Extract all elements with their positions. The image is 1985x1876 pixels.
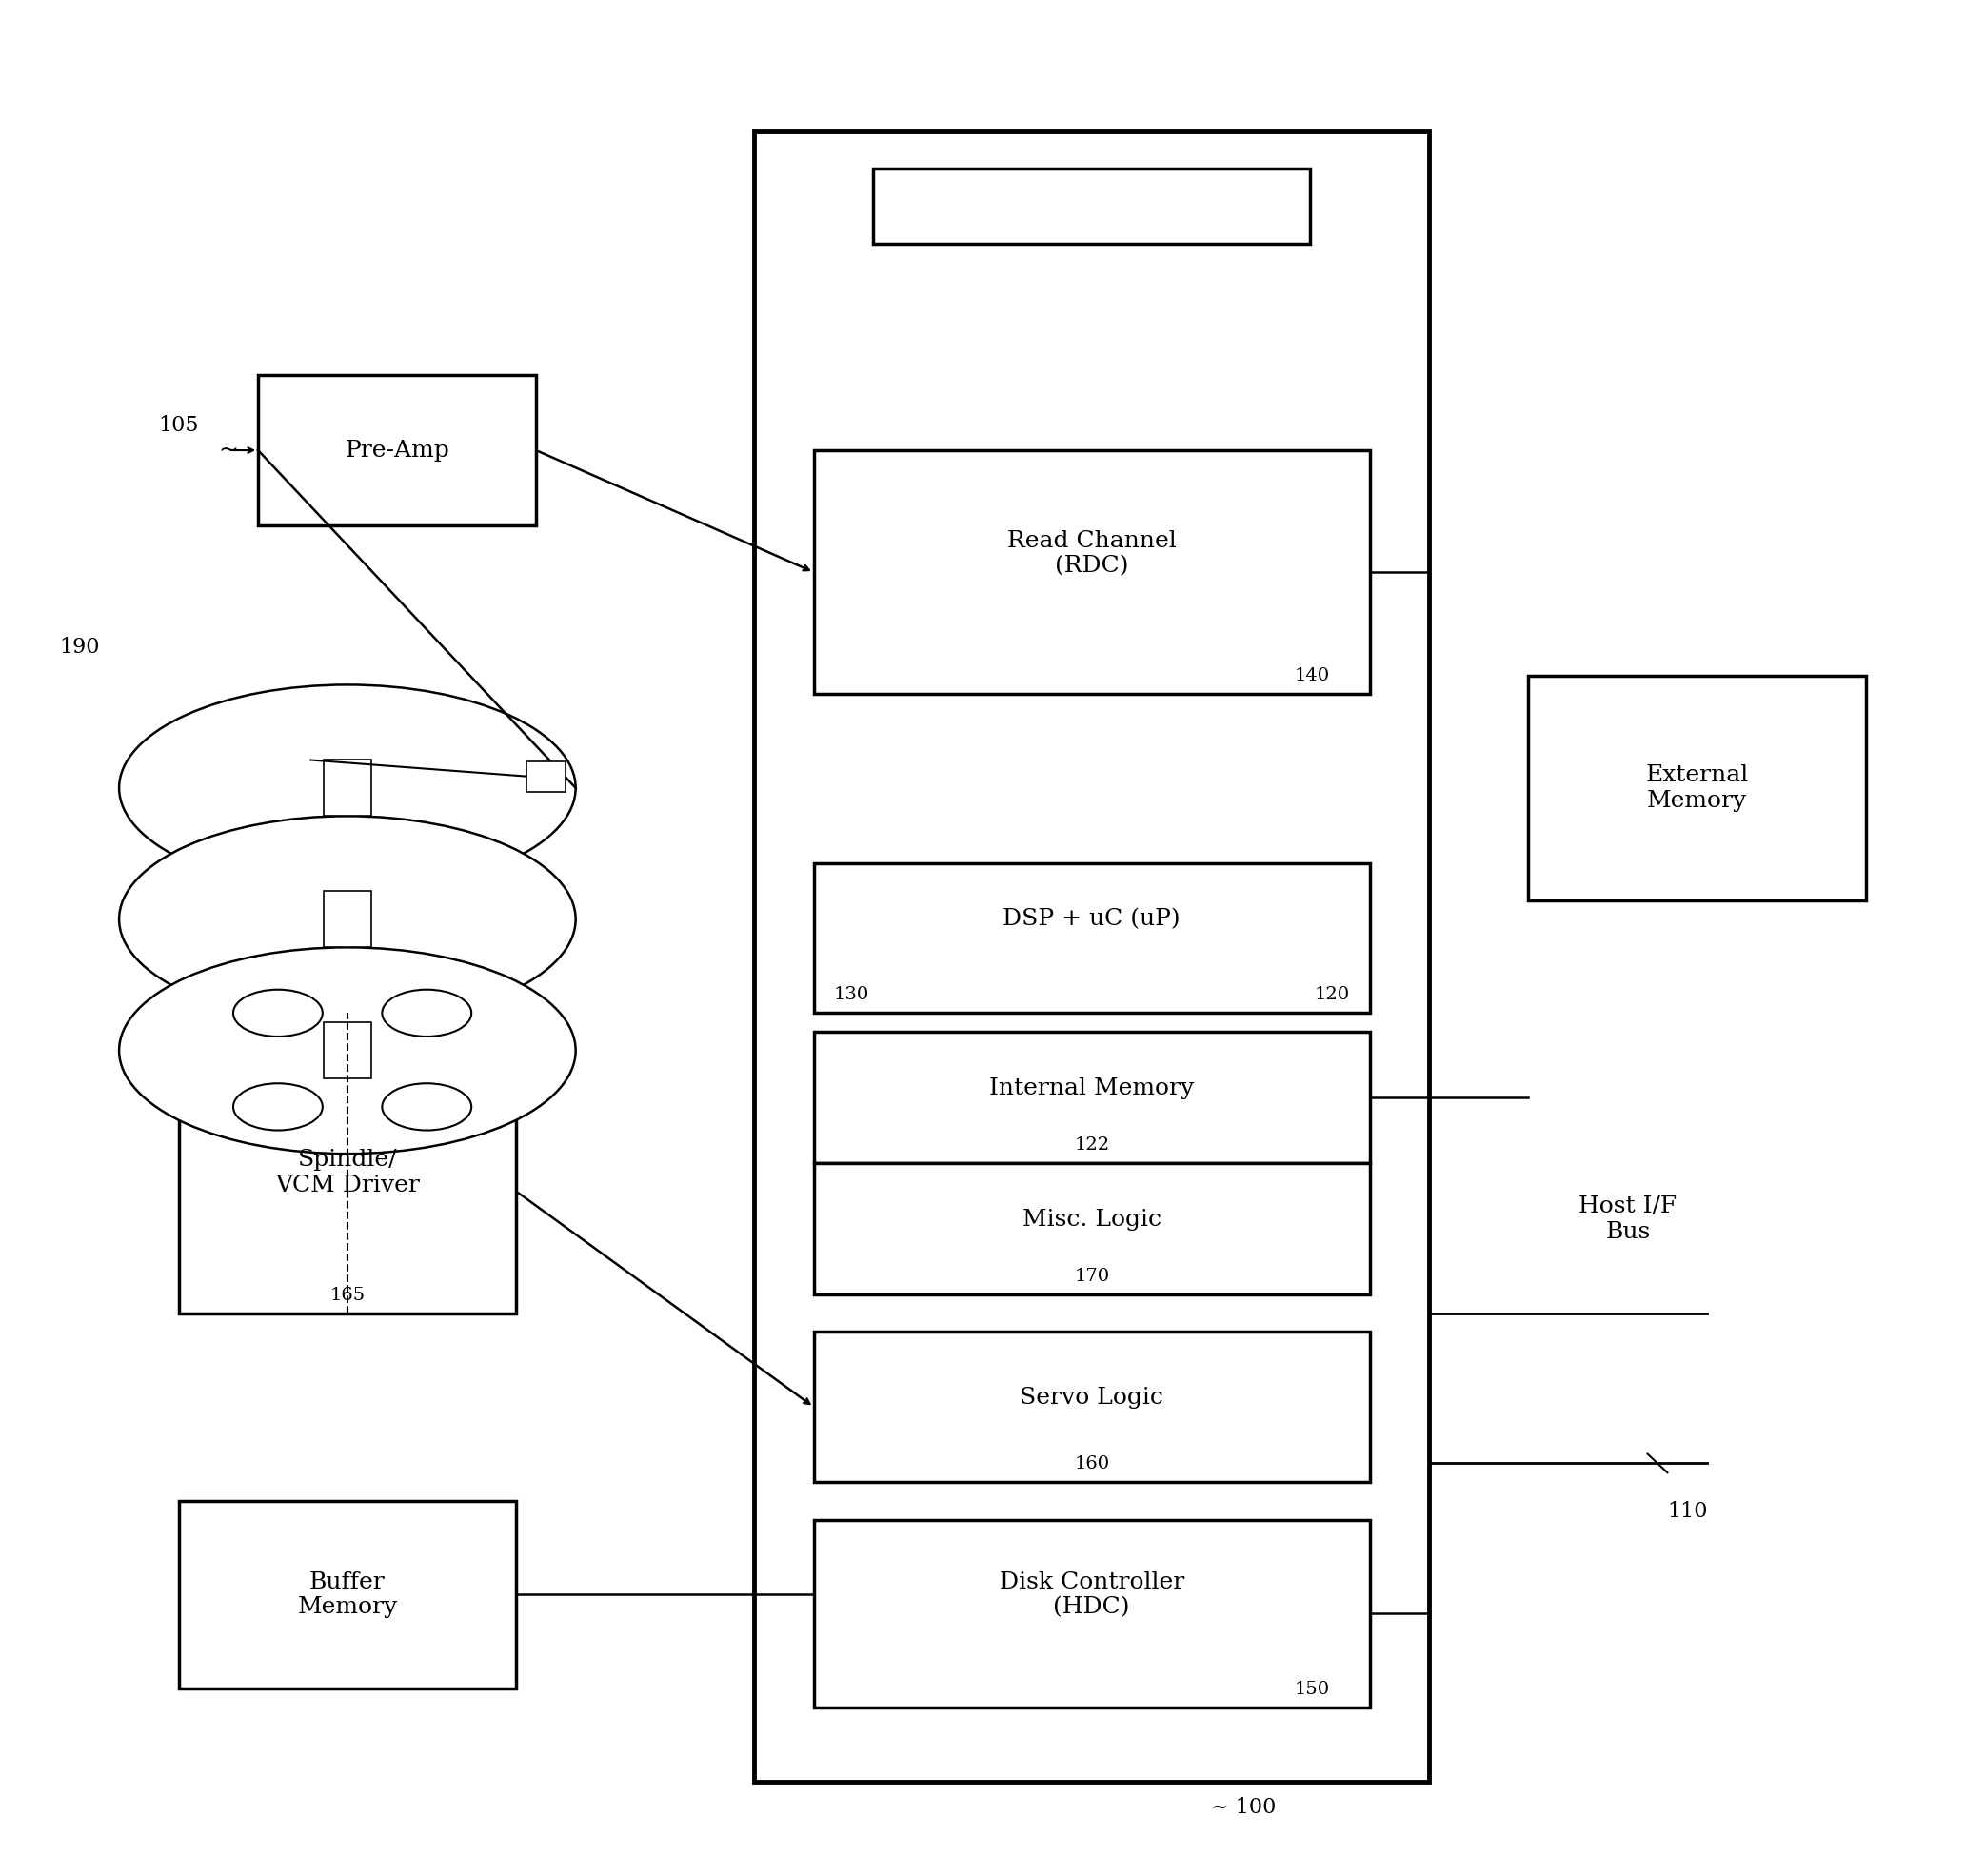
- Ellipse shape: [381, 1084, 472, 1129]
- Text: DSP + uC (uP): DSP + uC (uP): [1002, 908, 1181, 930]
- Text: Read Channel
(RDC): Read Channel (RDC): [1006, 529, 1177, 578]
- Text: 190: 190: [60, 636, 99, 658]
- Text: 170: 170: [1074, 1268, 1110, 1285]
- Ellipse shape: [234, 1084, 324, 1129]
- Ellipse shape: [119, 947, 576, 1154]
- Bar: [381, 1013, 472, 1107]
- Bar: [873, 169, 1310, 244]
- FancyBboxPatch shape: [324, 1022, 371, 1079]
- Ellipse shape: [381, 991, 472, 1036]
- Text: Buffer
Memory: Buffer Memory: [298, 1570, 397, 1619]
- Text: Servo Logic: Servo Logic: [1020, 1386, 1163, 1409]
- Bar: [258, 375, 536, 525]
- Ellipse shape: [234, 991, 324, 1036]
- Text: 140: 140: [1294, 668, 1330, 685]
- Text: Misc. Logic: Misc. Logic: [1022, 1208, 1161, 1231]
- Text: Host I/F
Bus: Host I/F Bus: [1578, 1195, 1677, 1244]
- Ellipse shape: [119, 816, 576, 1022]
- Bar: [179, 1501, 516, 1688]
- Bar: [814, 1520, 1370, 1707]
- Text: 160: 160: [1074, 1456, 1110, 1473]
- Bar: [234, 1013, 324, 1107]
- Bar: [526, 762, 566, 792]
- Bar: [814, 1032, 1370, 1163]
- Bar: [1528, 675, 1866, 900]
- Bar: [814, 450, 1370, 694]
- FancyBboxPatch shape: [324, 891, 371, 947]
- Text: Pre-Amp: Pre-Amp: [345, 439, 449, 461]
- Text: 130: 130: [834, 987, 869, 1004]
- FancyBboxPatch shape: [324, 760, 371, 816]
- Text: External
Memory: External Memory: [1646, 764, 1749, 812]
- Bar: [754, 131, 1429, 1782]
- Text: 150: 150: [1294, 1681, 1330, 1698]
- Text: Disk Controller
(HDC): Disk Controller (HDC): [998, 1570, 1185, 1619]
- Ellipse shape: [119, 685, 576, 891]
- Text: ~ 100: ~ 100: [1211, 1797, 1276, 1818]
- Text: 122: 122: [1074, 1137, 1110, 1154]
- Text: 120: 120: [1314, 987, 1350, 1004]
- Text: 105: 105: [159, 415, 199, 437]
- Bar: [814, 1332, 1370, 1482]
- Bar: [814, 863, 1370, 1013]
- Text: 165: 165: [330, 1287, 365, 1304]
- Bar: [814, 1163, 1370, 1294]
- Bar: [179, 1069, 516, 1313]
- Text: ~: ~: [218, 439, 238, 461]
- Text: Internal Memory: Internal Memory: [989, 1077, 1195, 1099]
- Text: Spindle/
VCM Driver: Spindle/ VCM Driver: [276, 1148, 419, 1197]
- Text: 110: 110: [1667, 1501, 1707, 1521]
